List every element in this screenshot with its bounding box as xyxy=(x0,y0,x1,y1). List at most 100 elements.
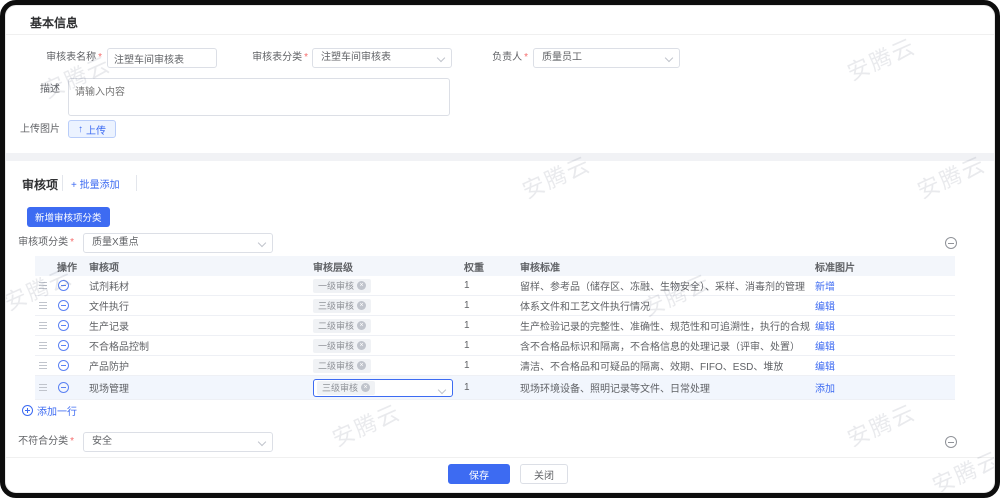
audit-items-title: 审核项 xyxy=(22,178,59,192)
level-tag: 一级审核 xyxy=(318,341,355,351)
watermark: 安腾云 xyxy=(843,399,920,452)
table-row: 不合格品控制 一级审核 × 1 含不合格品标识和隔离，不合格信息的处理记录（评审、… xyxy=(35,336,955,356)
remove-category-icon[interactable] xyxy=(945,237,957,249)
divider xyxy=(0,457,1000,458)
col-header-weight: 权重 xyxy=(464,262,484,274)
add-row-label: 添加一行 xyxy=(37,407,77,418)
audit-name-input[interactable] xyxy=(107,48,217,68)
chevron-down-icon xyxy=(664,53,674,63)
chevron-down-icon xyxy=(257,238,267,248)
audit-items-table: 操作 审核项 审核层级 权重 审核标准 标准图片 试剂耗材 一级审核 × 1 留样… xyxy=(35,256,955,400)
remove-row-icon[interactable] xyxy=(58,382,69,393)
remove-row-icon[interactable] xyxy=(58,320,69,331)
standard-text: 留样、参考品（储存区、冻融、生物安全）、采样、消毒剂的管理 xyxy=(520,282,805,293)
drag-handle-icon[interactable] xyxy=(39,321,47,330)
col-header-item: 审核项 xyxy=(89,262,119,274)
standard-text: 清洁、不合格品和可疑品的隔离、效期、FIFO、ESD、堆放 xyxy=(520,362,784,373)
divider xyxy=(0,34,1000,35)
upload-button-label: 上传 xyxy=(86,125,106,137)
add-row-button[interactable]: 添加一行 xyxy=(22,403,77,418)
basic-info-title: 基本信息 xyxy=(30,16,79,30)
tag-close-icon[interactable]: × xyxy=(357,341,367,350)
nonconform-select[interactable]: 安全 xyxy=(83,432,273,452)
owner-label: 负责人 xyxy=(462,48,528,68)
audit-name-label: 审核表名称 xyxy=(20,48,102,68)
table-row: 文件执行 三级审核 × 1 体系文件和工艺文件执行情况 编辑 xyxy=(35,296,955,316)
upload-icon: ↑ xyxy=(78,123,83,135)
chevron-down-icon xyxy=(257,437,267,447)
image-link[interactable]: 编辑 xyxy=(815,362,835,373)
chevron-down-icon xyxy=(436,53,446,63)
table-row-active: 现场管理 三级审核 × 1 现场环境设备、照明记录等文件、日常处理 添加 xyxy=(35,376,955,400)
item-category-label: 审核项分类 xyxy=(14,233,74,253)
tag-close-icon[interactable]: × xyxy=(361,383,371,392)
nonconform-label: 不符合分类 xyxy=(14,432,74,452)
owner-value: 质量员工 xyxy=(542,52,582,63)
description-label: 描述 xyxy=(40,84,60,95)
standard-text: 生产检验记录的完整性、准确性、规范性和可追溯性，执行的合规性；记录保存… xyxy=(520,322,810,333)
divider xyxy=(62,175,63,191)
save-button[interactable]: 保存 xyxy=(448,464,510,484)
remove-row-icon[interactable] xyxy=(58,340,69,351)
standard-text: 含不合格品标识和隔离，不合格信息的处理记录（评审、处置） xyxy=(520,342,800,353)
audit-category-select[interactable]: 注塑车间审核表 xyxy=(312,48,452,68)
image-link[interactable]: 添加 xyxy=(815,384,835,395)
drag-handle-icon[interactable] xyxy=(39,301,47,310)
watermark: 安腾云 xyxy=(928,446,1000,498)
owner-select[interactable]: 质量员工 xyxy=(533,48,680,68)
level-tag: 三级审核 xyxy=(322,383,359,393)
tag-close-icon[interactable]: × xyxy=(357,301,367,310)
remove-row-icon[interactable] xyxy=(58,280,69,291)
item-name: 不合格品控制 xyxy=(89,342,149,353)
level-tag: 一级审核 xyxy=(318,281,355,291)
item-name: 文件执行 xyxy=(89,302,129,313)
watermark: 安腾云 xyxy=(843,33,920,86)
watermark: 安腾云 xyxy=(328,399,405,452)
weight-value: 1 xyxy=(464,360,470,371)
drag-handle-icon[interactable] xyxy=(39,281,47,290)
weight-value: 1 xyxy=(464,382,470,393)
remove-category-icon[interactable] xyxy=(945,436,957,448)
tag-close-icon[interactable]: × xyxy=(357,361,367,370)
description-textarea[interactable] xyxy=(68,78,450,116)
upload-image-label: 上传图片 xyxy=(20,124,60,135)
section-gap xyxy=(0,153,1000,161)
weight-value: 1 xyxy=(464,340,470,351)
level-tag: 二级审核 xyxy=(318,321,355,331)
upload-button[interactable]: ↑ 上传 xyxy=(68,120,116,138)
divider xyxy=(136,175,137,191)
item-name: 生产记录 xyxy=(89,322,129,333)
image-link[interactable]: 编辑 xyxy=(815,322,835,333)
item-name: 试剂耗材 xyxy=(89,282,129,293)
tag-close-icon[interactable]: × xyxy=(357,281,367,290)
remove-row-icon[interactable] xyxy=(58,360,69,371)
remove-row-icon[interactable] xyxy=(58,300,69,311)
weight-value: 1 xyxy=(464,300,470,311)
image-link[interactable]: 编辑 xyxy=(815,342,835,353)
table-row: 试剂耗材 一级审核 × 1 留样、参考品（储存区、冻融、生物安全）、采样、消毒剂的… xyxy=(35,276,955,296)
weight-value: 1 xyxy=(464,280,470,291)
drag-handle-icon[interactable] xyxy=(39,361,47,370)
item-category-value: 质量X重点 xyxy=(92,237,139,248)
level-select[interactable]: 三级审核 × xyxy=(313,378,453,397)
col-header-level: 审核层级 xyxy=(313,262,353,274)
nonconform-value: 安全 xyxy=(92,436,112,447)
tag-close-icon[interactable]: × xyxy=(357,321,367,330)
item-name: 现场管理 xyxy=(89,384,129,395)
image-link[interactable]: 新增 xyxy=(815,282,835,293)
weight-value: 1 xyxy=(464,320,470,331)
standard-text: 现场环境设备、照明记录等文件、日常处理 xyxy=(520,384,710,395)
image-link[interactable]: 编辑 xyxy=(815,302,835,313)
close-button[interactable]: 关闭 xyxy=(520,464,568,484)
audit-category-value: 注塑车间审核表 xyxy=(321,52,391,63)
add-category-button[interactable]: 新增审核项分类 xyxy=(27,207,110,227)
drag-handle-icon[interactable] xyxy=(39,383,47,392)
item-name: 产品防护 xyxy=(89,362,129,373)
item-category-select[interactable]: 质量X重点 xyxy=(83,233,273,253)
drag-handle-icon[interactable] xyxy=(39,341,47,350)
audit-category-label: 审核表分类 xyxy=(238,48,308,68)
level-tag: 二级审核 xyxy=(318,361,355,371)
chevron-down-icon xyxy=(437,385,447,394)
batch-add-button[interactable]: + 批量添加 xyxy=(71,180,120,191)
